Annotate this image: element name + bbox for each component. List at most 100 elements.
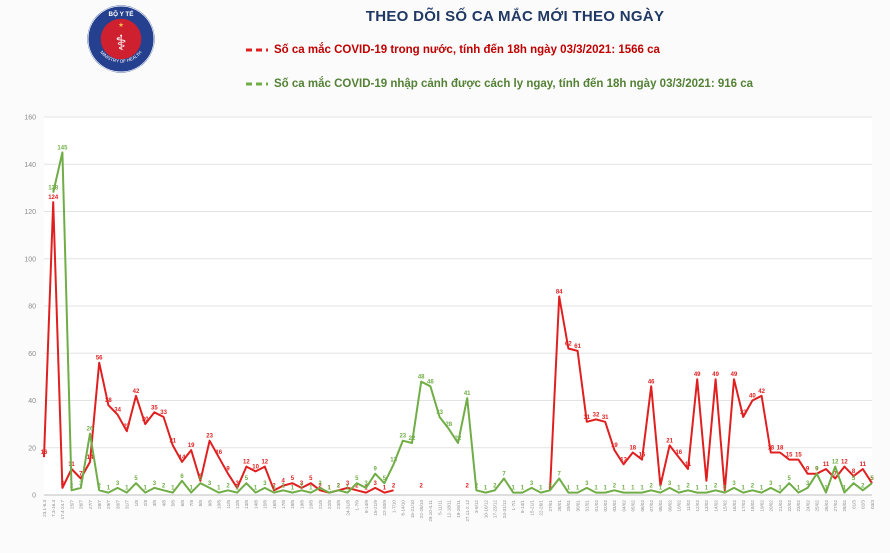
point-label: 2 — [282, 483, 286, 489]
x-tick-label: 21/8 — [318, 500, 323, 509]
x-tick-label: 01/3 — [851, 500, 856, 509]
point-label: 18 — [777, 445, 784, 451]
x-tick-label: 20/02 — [769, 500, 774, 512]
point-label: 2 — [548, 483, 552, 489]
x-tick-label: 2/8 — [143, 500, 148, 507]
x-tick-label: 03/3 — [870, 500, 875, 509]
point-label: 1 — [309, 486, 313, 492]
point-label: 1 — [144, 486, 148, 492]
x-tick-label: 8-14/1 — [520, 500, 525, 513]
point-label: 14 — [179, 455, 186, 461]
x-tick-label: 23/02 — [796, 500, 801, 512]
point-label: 1 — [171, 486, 175, 492]
point-label: 1 — [604, 486, 608, 492]
x-tick-label: 12/8 — [235, 500, 240, 509]
point-label: 49 — [694, 372, 701, 378]
point-label: 124 — [48, 195, 59, 201]
point-label: 3 — [208, 481, 212, 487]
x-tick-label: 12-18/11 — [447, 500, 452, 518]
x-tick-label: 1/8 — [134, 500, 139, 507]
x-tick-label: 8/8 — [198, 500, 203, 507]
point-label: 9 — [226, 467, 230, 473]
point-label: 1 — [576, 486, 580, 492]
point-label: 2 — [355, 483, 359, 489]
x-tick-label: 1-7/1 — [511, 500, 516, 511]
point-label: 5 — [355, 476, 359, 482]
point-label: 8 — [852, 469, 856, 475]
x-tick-label: 1-7/10 — [391, 500, 396, 513]
point-label: 21 — [666, 438, 673, 444]
point-label: 2 — [650, 483, 654, 489]
point-label: 33 — [740, 410, 747, 416]
point-label: 1 — [705, 486, 709, 492]
point-label: 2 — [466, 483, 470, 489]
point-label: 21 — [169, 438, 176, 444]
point-label: 3 — [668, 481, 672, 487]
point-label: 16 — [41, 450, 48, 456]
point-label: 46 — [648, 379, 655, 385]
point-label: 1 — [107, 486, 111, 492]
x-tick-label: 24-31/8 — [345, 500, 350, 516]
point-label: 9 — [374, 467, 378, 473]
x-tick-label: 16/02 — [732, 500, 737, 512]
x-tick-label: 14/02 — [713, 500, 718, 512]
logo-text-top: BỘ Y TẾ — [109, 8, 134, 18]
point-label: 32 — [593, 412, 600, 418]
x-tick-label: 18/8 — [290, 500, 295, 509]
point-label: 5 — [383, 476, 387, 482]
point-label: 1 — [594, 486, 598, 492]
point-label: 2 — [162, 483, 166, 489]
point-label: 2 — [70, 483, 74, 489]
x-tick-label: 23.1-6.3 — [42, 500, 47, 517]
x-tick-label: 4/8 — [161, 500, 166, 507]
legend-item-domestic: Số ca mắc COVID-19 trong nước, tính đến … — [246, 38, 753, 62]
x-tick-label: 29.10-4.11 — [428, 500, 433, 522]
x-tick-label: 1-7/9 — [355, 500, 360, 511]
svg-text:80: 80 — [28, 304, 36, 311]
x-tick-label: 27/01 — [548, 500, 553, 512]
point-label: 7 — [79, 471, 83, 477]
point-label: 12 — [243, 460, 250, 466]
point-label: 49 — [731, 372, 738, 378]
point-label: 128 — [48, 186, 59, 192]
point-label: 5 — [309, 476, 313, 482]
x-tick-label: 19/8 — [299, 500, 304, 509]
x-tick-label: 08/02 — [658, 500, 663, 512]
point-label: 2 — [493, 483, 497, 489]
x-tick-label: 31/01 — [585, 500, 590, 512]
point-label: 5 — [788, 476, 792, 482]
point-label: 41 — [464, 391, 471, 397]
x-tick-label: 22-26/1 — [539, 500, 544, 516]
chart-legend: Số ca mắc COVID-19 trong nước, tính đến … — [246, 38, 753, 106]
point-label: 5 — [870, 476, 874, 482]
x-tick-label: 16/8 — [272, 500, 277, 509]
x-tick-label: 14/8 — [253, 500, 258, 509]
point-label: 5 — [245, 476, 249, 482]
point-label: 42 — [758, 389, 765, 395]
point-label: 2 — [226, 483, 230, 489]
point-label: 3 — [318, 481, 322, 487]
x-tick-label: 05/02 — [631, 500, 636, 512]
legend-item-imported: Số ca mắc COVID-19 nhập cảnh được cách l… — [246, 72, 753, 96]
point-label: 1 — [539, 486, 543, 492]
point-label: 1 — [328, 486, 332, 492]
legend-label-imported: Số ca mắc COVID-19 nhập cảnh được cách l… — [274, 78, 754, 90]
point-label: 19 — [188, 443, 195, 449]
x-tick-label: 19-26/11 — [456, 500, 461, 518]
point-label: 1 — [742, 486, 746, 492]
point-label: 9 — [815, 467, 819, 473]
point-label: 3 — [300, 481, 304, 487]
svg-text:120: 120 — [24, 209, 36, 216]
point-label: 2 — [861, 483, 865, 489]
x-tick-label: 20/8 — [309, 500, 314, 509]
svg-text:140: 140 — [24, 162, 36, 169]
point-label: 2 — [318, 483, 322, 489]
point-label: 2 — [548, 483, 552, 489]
x-tick-label: 17/02 — [741, 500, 746, 512]
point-label: 1 — [512, 486, 516, 492]
x-tick-label: 29/7 — [106, 500, 111, 509]
point-label: 3 — [346, 481, 350, 487]
x-tick-label: 31/7 — [125, 500, 130, 509]
x-tick-label: 07/02 — [649, 500, 654, 512]
svg-text:60: 60 — [28, 351, 36, 358]
